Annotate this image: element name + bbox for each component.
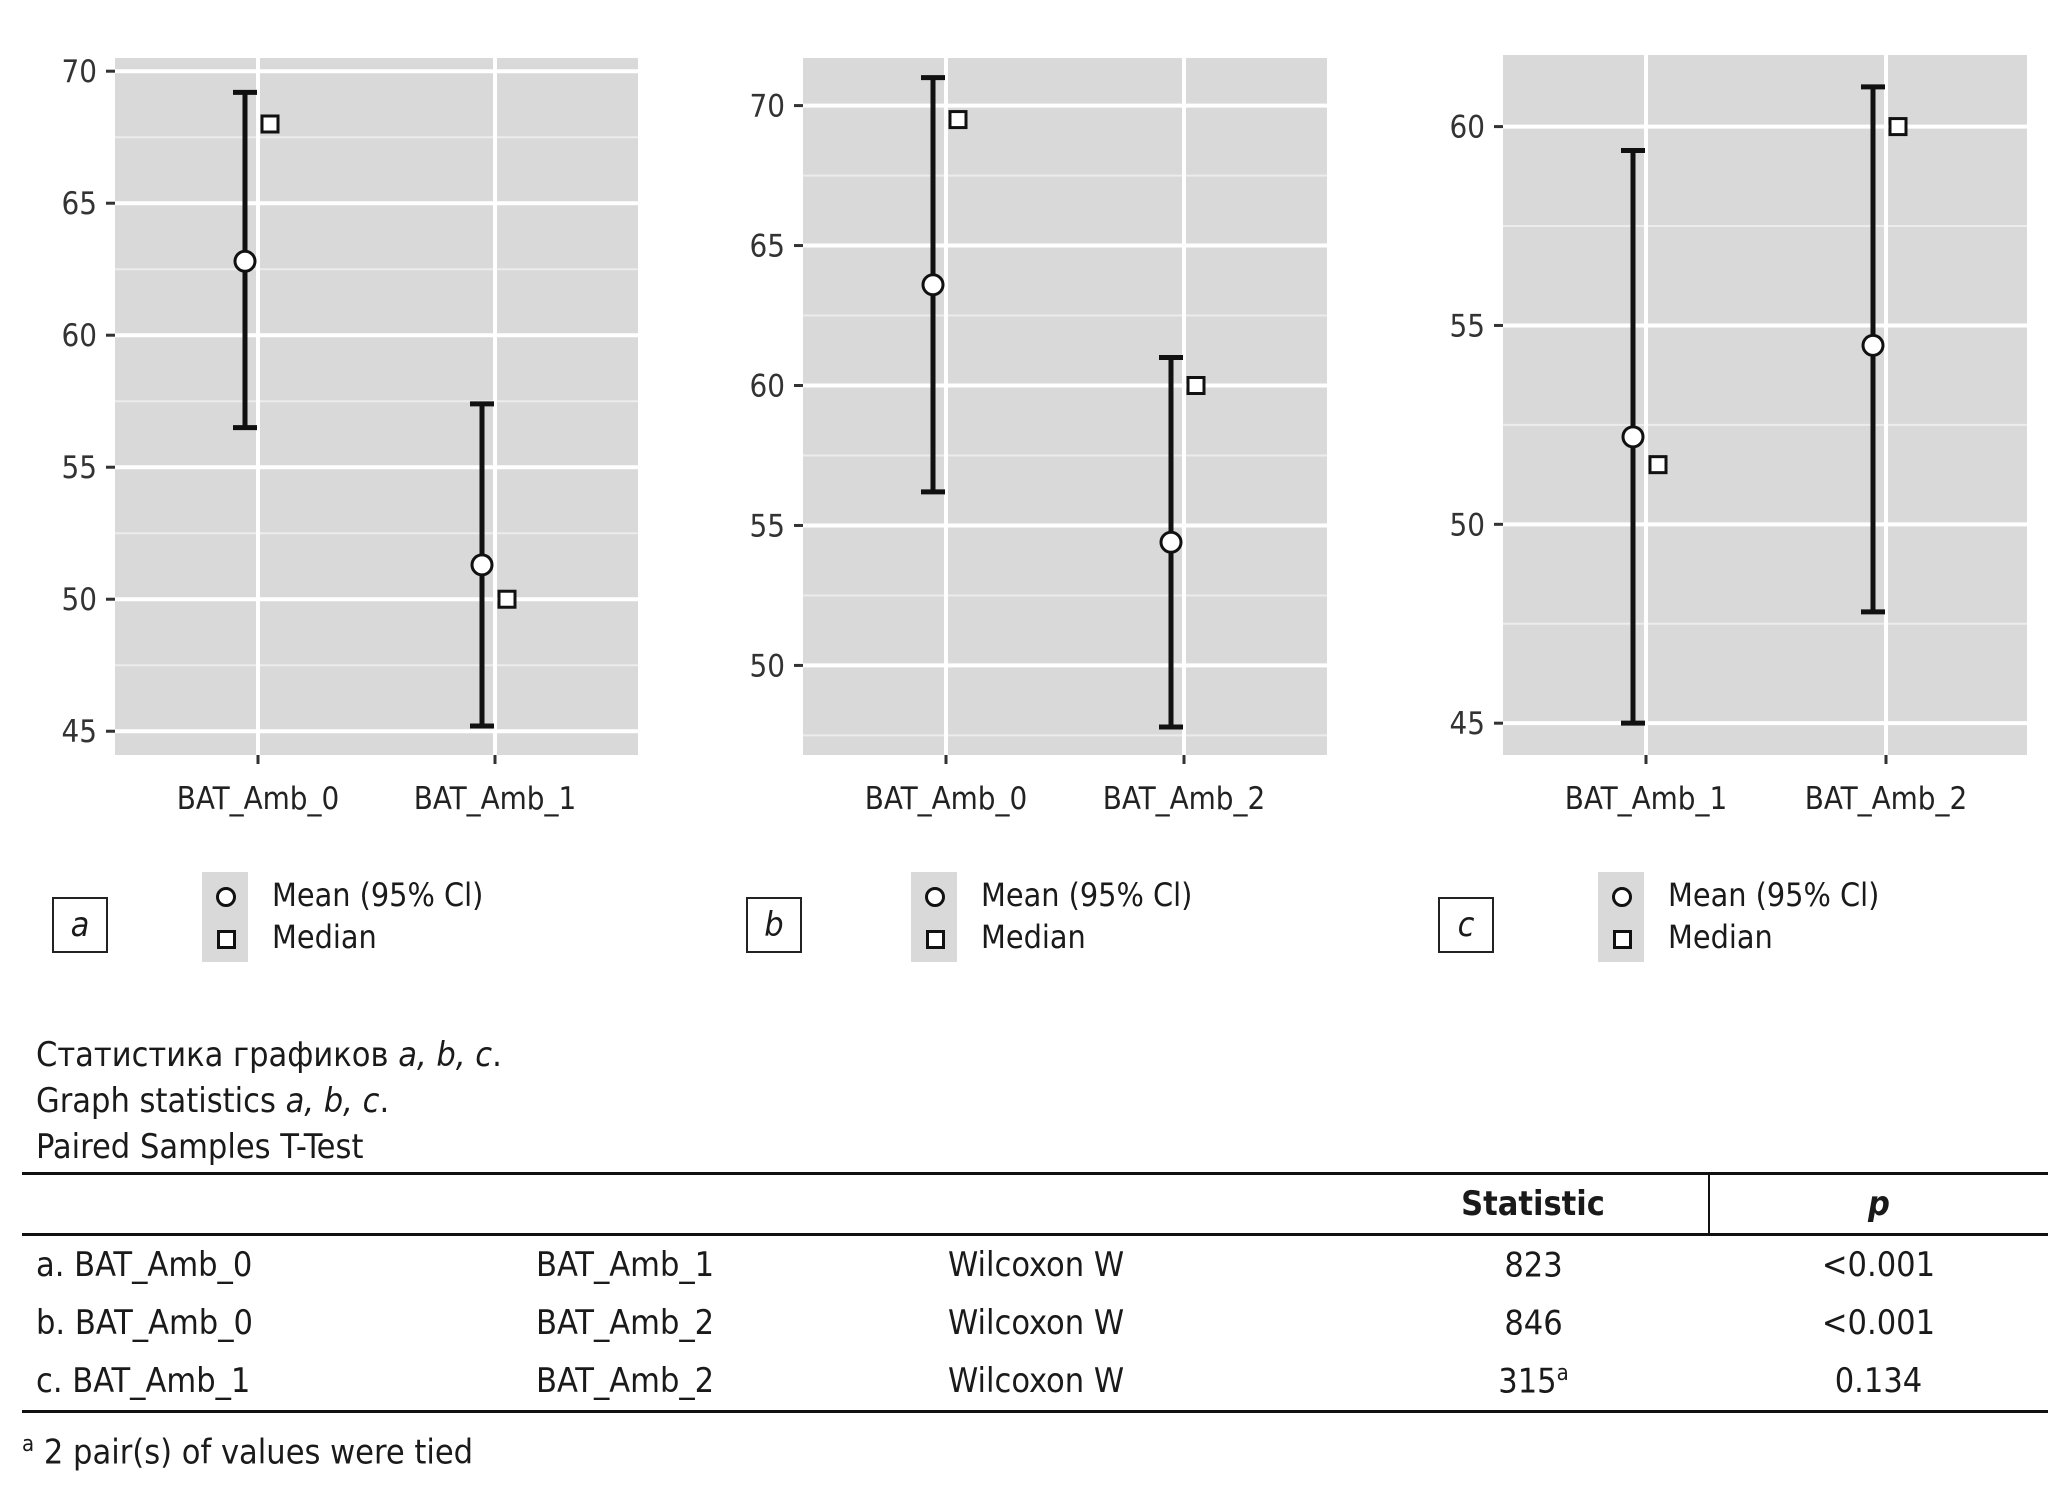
caption-test-name: Paired Samples T-Test <box>36 1127 364 1167</box>
mean-point <box>921 273 945 297</box>
table-row: a. BAT_Amb_0 BAT_Amb_1 Wilcoxon W 823 <0… <box>36 1245 1936 1286</box>
legend-median-label: Median <box>981 918 1086 956</box>
mean-marker-icon <box>925 887 945 907</box>
plots-canvas: 45 50 55 60 65 70 BAT_Amb_0 BAT_Amb_1 50 55 60 65 70… <box>62 54 2027 817</box>
x-tick-label: BAT_Amb_1 <box>414 781 576 817</box>
median-marker-icon <box>217 930 236 949</box>
y-tick-label: 50 <box>750 648 785 684</box>
y-tick-label: 70 <box>62 54 97 90</box>
median-point <box>948 110 968 130</box>
p-header: p <box>1708 1173 2048 1235</box>
statistic-header: Statistic <box>1461 1184 1605 1224</box>
mean-point <box>233 249 257 273</box>
x-tick-label: BAT_Amb_2 <box>1103 781 1265 817</box>
median-point <box>1888 117 1908 137</box>
y-tick-label: 55 <box>750 508 785 544</box>
plot-background <box>115 58 638 755</box>
chart-panel-b: 50 55 60 65 70 BAT_Amb_0 BAT_Amb_2 <box>750 58 1327 817</box>
table-header: Statistic p <box>22 1173 2048 1235</box>
y-tick-label: 65 <box>62 186 97 222</box>
y-tick-label: 70 <box>750 89 785 125</box>
panel-label-c: c <box>1438 897 1494 953</box>
median-point <box>497 589 517 609</box>
median-point <box>260 114 280 134</box>
y-tick-label: 60 <box>1450 110 1485 146</box>
mean-point <box>470 553 494 577</box>
table-footnote: a 2 pair(s) of values were tied <box>22 1432 474 1473</box>
mean-point <box>1159 530 1183 554</box>
y-tick-label: 50 <box>1450 507 1485 543</box>
mean-marker-icon <box>216 887 236 907</box>
legend-mean-label: Mean (95% Cl) <box>1668 876 1880 914</box>
caption-en: Graph statistics a, b, c. <box>36 1081 390 1121</box>
y-tick-label: 60 <box>750 369 785 405</box>
mean-marker-icon <box>1612 887 1632 907</box>
x-tick-label: BAT_Amb_0 <box>177 781 339 817</box>
table-row: c. BAT_Amb_1 BAT_Amb_2 Wilcoxon W 315a 0… <box>22 1352 2048 1412</box>
statistics-table: Statistic p a. BAT_Amb_0 BAT_Amb_1 Wilco… <box>22 1172 2048 1413</box>
y-tick-label: 50 <box>62 582 97 618</box>
legend-median-label: Median <box>1668 918 1773 956</box>
table-row: b. BAT_Amb_0 BAT_Amb_2 Wilcoxon W 846 <0… <box>36 1303 1936 1344</box>
y-tick-label: 60 <box>62 318 97 354</box>
chart-panel-a: 45 50 55 60 65 70 BAT_Amb_0 BAT_Amb_1 <box>62 54 638 817</box>
legend-median-label: Median <box>272 918 377 956</box>
chart-panel-c: 45 50 55 60 BAT_Amb_1 BAT_Amb_2 <box>1450 55 2027 817</box>
y-tick-label: 65 <box>750 229 785 265</box>
x-tick-label: BAT_Amb_0 <box>865 781 1027 817</box>
y-tick-label: 45 <box>62 714 97 750</box>
panel-label-a: a <box>52 897 108 953</box>
legend-mean-label: Mean (95% Cl) <box>272 876 484 914</box>
caption-ru: Статистика графиков a, b, c. <box>36 1035 502 1075</box>
panel-label-b: b <box>746 897 802 953</box>
y-tick-label: 55 <box>1450 308 1485 344</box>
figure-caption: Статистика графиков a, b, c. Graph stati… <box>36 1032 502 1170</box>
plot-background <box>803 58 1327 755</box>
median-point <box>1186 376 1206 396</box>
x-tick-label: BAT_Amb_2 <box>1805 781 1967 817</box>
y-tick-label: 45 <box>1450 706 1485 742</box>
plot-background <box>1503 55 2027 755</box>
legend-mean-label: Mean (95% Cl) <box>981 876 1193 914</box>
median-point <box>1648 455 1668 475</box>
x-tick-label: BAT_Amb_1 <box>1565 781 1727 817</box>
y-tick-label: 55 <box>62 450 97 486</box>
mean-point <box>1861 333 1885 357</box>
mean-point <box>1621 425 1645 449</box>
median-marker-icon <box>1613 930 1632 949</box>
median-marker-icon <box>926 930 945 949</box>
